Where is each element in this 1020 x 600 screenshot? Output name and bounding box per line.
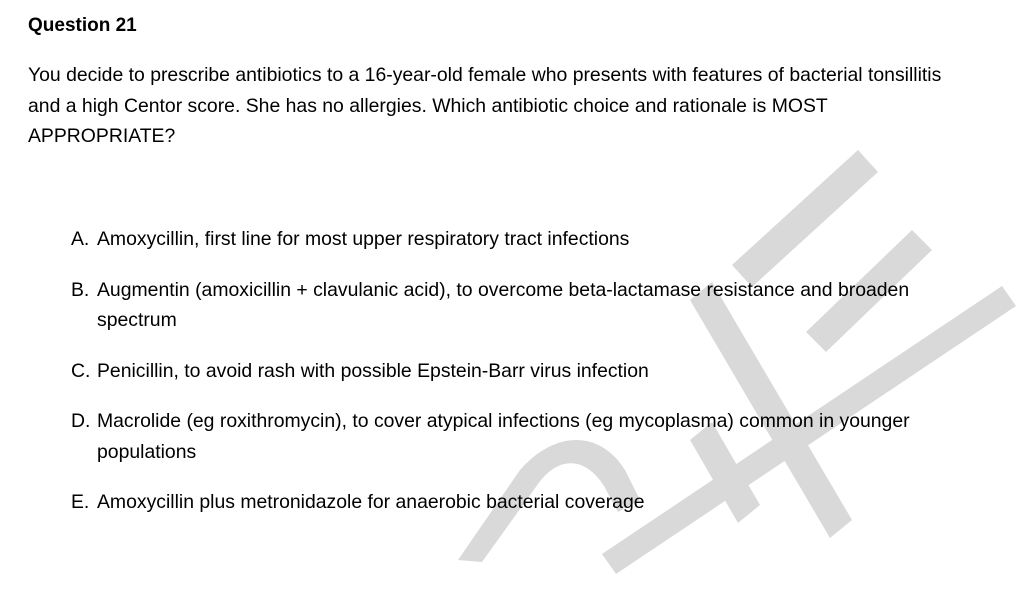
option-letter: A. xyxy=(71,228,90,250)
answer-option-d[interactable]: D. Macrolide (eg roxithromycin), to cove… xyxy=(71,406,971,467)
question-stem: You decide to prescribe antibiotics to a… xyxy=(28,64,942,147)
question-title: Question 21 xyxy=(28,15,137,36)
option-text: Amoxycillin plus metronidazole for anaer… xyxy=(97,491,645,513)
answer-option-b[interactable]: B. Augmentin (amoxicillin + clavulanic a… xyxy=(71,275,971,336)
answer-option-c[interactable]: C. Penicillin, to avoid rash with possib… xyxy=(71,356,971,387)
option-text: Penicillin, to avoid rash with possible … xyxy=(97,359,649,382)
option-letter: B. xyxy=(71,278,90,301)
answer-option-a[interactable]: A. Amoxycillin, first line for most uppe… xyxy=(71,224,971,255)
answer-options: A. Amoxycillin, first line for most uppe… xyxy=(71,224,971,538)
answer-option-e[interactable]: E. Amoxycillin plus metronidazole for an… xyxy=(71,487,971,518)
option-letter: D. xyxy=(71,410,91,432)
option-letter: E. xyxy=(71,491,90,513)
option-text: Macrolide (eg roxithromycin), to cover a… xyxy=(97,410,910,463)
option-letter: C. xyxy=(71,359,91,382)
option-text: Augmentin (amoxicillin + clavulanic acid… xyxy=(97,278,910,332)
option-text: Amoxycillin, first line for most upper r… xyxy=(97,228,630,250)
